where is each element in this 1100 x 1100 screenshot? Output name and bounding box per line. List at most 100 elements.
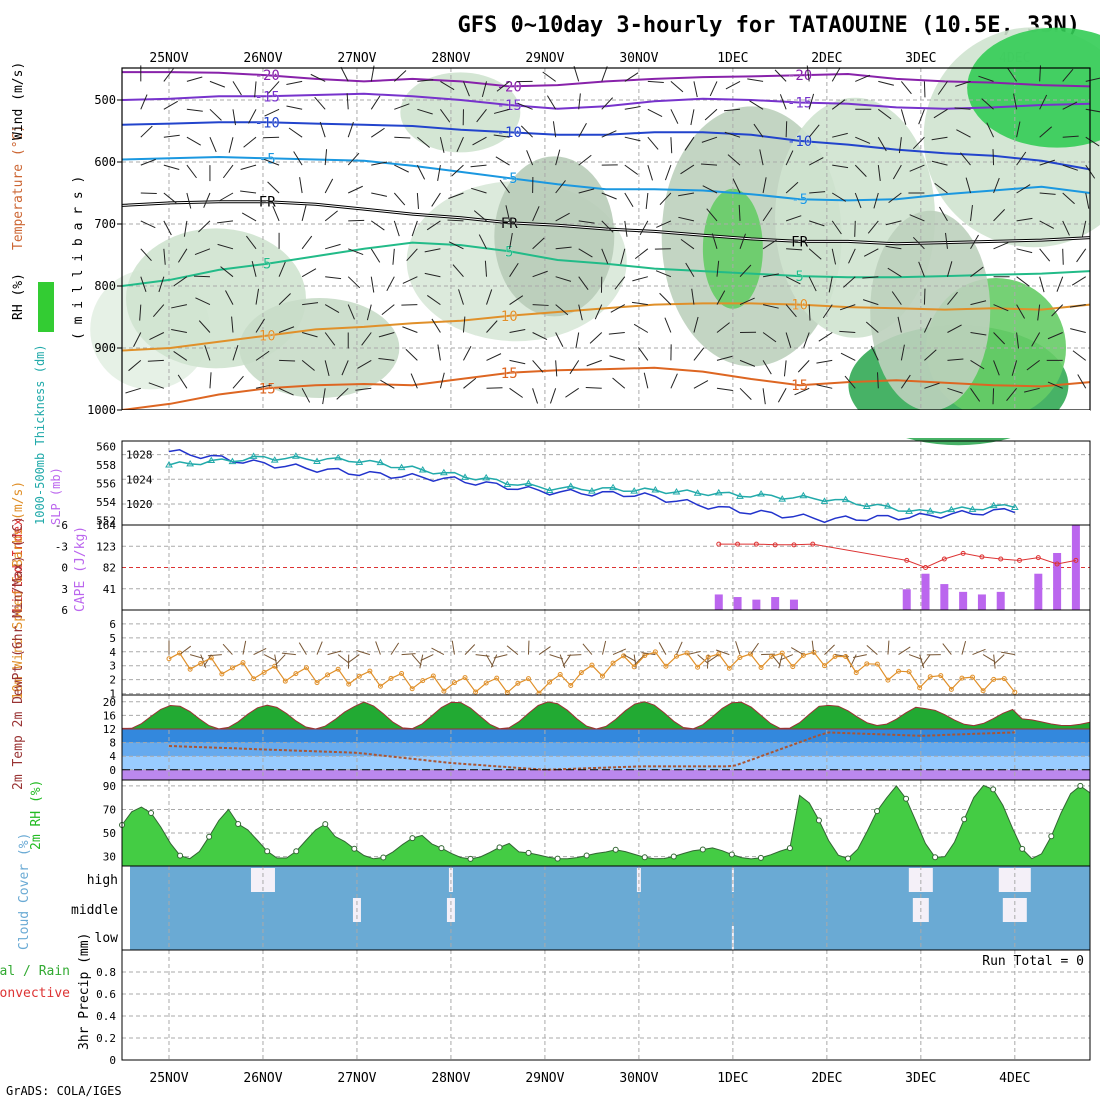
wind-barb [263,136,280,139]
wind-barb [366,304,372,321]
precip-ylabels: 3hr Precip (mm) [77,933,92,1050]
wind-barb [978,75,994,82]
y-tick-label: 3 [109,660,116,673]
wind10m-barb [750,642,759,655]
wind-barb [877,165,881,182]
wind-barb [246,235,257,250]
wind-barb [140,220,156,229]
wind-barb [319,121,326,138]
wind-barb [340,66,349,82]
isotherm-label: FR [501,216,518,232]
wind-barb [462,81,470,97]
wind-barb [986,122,995,138]
wind-barb [448,241,464,250]
y-tick-label: 4 [109,646,116,659]
wind-barb [1085,77,1100,82]
wind-barb [624,220,628,237]
date-label-top: 3DEC [905,51,936,66]
rh2m-point [670,853,677,860]
wind-barb [486,387,503,389]
wind-barb [573,65,580,82]
wind-barb [424,272,441,278]
cape-bar [902,589,911,610]
wind-barb [509,232,513,249]
ylabel-thickness: 1000-500mb Thickness (dm) [33,344,47,525]
wind-barb [431,318,441,333]
series-thickness [168,455,1015,514]
wind-barb [631,301,648,306]
wind-barb [299,177,303,194]
wind10m-ylabels: 10m Wind Speed & Barbs (m/s) [11,481,26,700]
rh2m-point [612,846,619,853]
cape-bar [714,594,723,610]
rh2m-point [961,816,968,823]
wind-barb [716,355,733,361]
wind-barb [897,316,902,333]
wind-barb [620,248,626,265]
ylabel-cloud: Cloud Cover (%) [17,833,32,950]
wind-barb [417,108,433,115]
wind-barb [140,94,148,110]
wind-barb [862,276,879,279]
y-tick-label-li: -3 [55,540,68,553]
rh-shading [494,156,615,317]
wind-barb [301,332,318,338]
y-tick-label: 5 [109,632,116,645]
wind-barb [645,192,649,209]
wind-barb [493,108,510,114]
wind-barb [955,80,971,87]
wind-barb [440,80,455,91]
wind-barb [690,109,695,126]
wind-barb [431,192,441,207]
y-tick-label: 90 [103,780,116,793]
wind-barb [177,374,188,389]
wind-barb [301,268,317,278]
ylabel-precip: 3hr Precip (mm) [77,933,92,1050]
lifted-index-point [735,541,741,547]
isotherm-label: FR [791,234,808,250]
wind-barb [198,220,211,233]
lifted-index-point [810,541,816,547]
wind-barb [947,387,963,394]
wind-barb [555,149,561,166]
wind-barb [286,105,303,110]
wind-barb [509,387,523,398]
wind-barb [947,324,962,333]
wind-barb [324,149,328,166]
wind-barb [1039,94,1048,110]
wind-barb [643,372,649,389]
cloud-row-label: low [95,931,119,946]
wind-barb [148,382,165,389]
wind-barb [816,384,833,389]
wind-barb [139,304,142,321]
wind-barb [862,299,879,306]
lifted-index-point [716,541,722,547]
wind-barb [1062,248,1064,265]
wind10m-barb [852,654,867,658]
wind10m-barb [464,644,476,655]
wind-barb [831,99,846,110]
wind-barb [647,164,653,181]
y-tick-label: 8 [109,737,116,750]
wind-barb [336,387,349,400]
wind-barb [301,235,313,250]
wind-barb [1072,350,1087,361]
wind-barb [509,295,524,306]
wind10m-barb [921,654,931,667]
wind10m-barb [263,654,277,662]
wind-barb [578,220,595,224]
wind-barb [785,121,788,138]
wind-barb [970,204,973,221]
wind-barb [659,292,672,305]
wind-barb [1037,304,1041,321]
date-label-bottom: 2DEC [811,1071,842,1086]
wind-barb [140,192,157,195]
rh2m-point [554,855,561,862]
rh2m-point [235,821,242,828]
wind-barb [232,109,236,126]
wind-barb [803,332,810,348]
wind-barb [970,234,979,250]
wind-barb [248,109,257,124]
wind-barb [693,347,705,361]
wind-barb [716,322,730,333]
